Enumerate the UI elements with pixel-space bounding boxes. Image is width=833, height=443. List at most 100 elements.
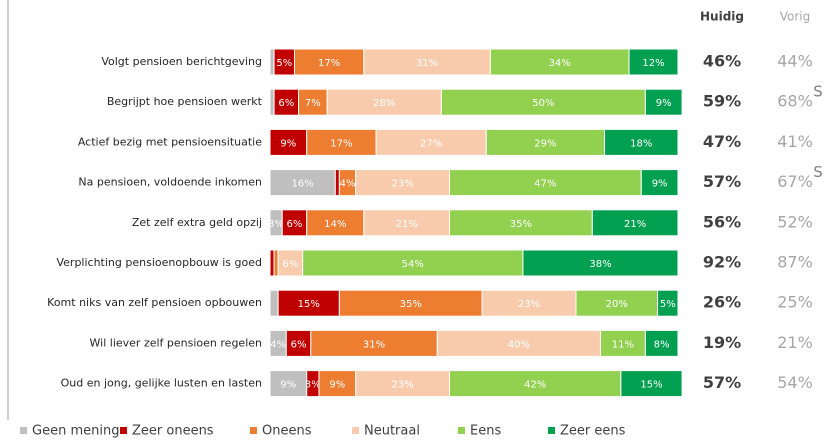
column-header: Huidig: [700, 10, 744, 24]
category-label: Zet zelf extra geld opzij: [132, 216, 262, 229]
bar-segment: [485, 128, 606, 156]
annotation: S: [813, 163, 823, 181]
column-value: 21%: [777, 333, 813, 352]
column-value: 26%: [703, 293, 741, 312]
value-label: 31%: [363, 339, 385, 350]
column-value: 41%: [777, 132, 813, 151]
category-label: Komt niks van zelf pensioen opbouwen: [47, 296, 262, 309]
value-label: 4%: [270, 339, 286, 350]
bar-segment: [273, 249, 279, 277]
value-label: 14%: [324, 219, 346, 230]
value-label: 35%: [400, 299, 422, 310]
bar-segment: [522, 249, 679, 277]
value-label: 38%: [589, 259, 611, 270]
column-value: 87%: [777, 253, 813, 272]
category-label: Na pensioen, voldoende inkomen: [78, 176, 262, 189]
bar-segment: [306, 209, 365, 237]
legend-label: Geen mening: [32, 424, 119, 439]
value-label: 6%: [282, 259, 298, 270]
annotation: S: [813, 83, 823, 101]
legend-swatch: [458, 427, 465, 434]
column-value: 19%: [703, 333, 741, 352]
bar-segment: [375, 128, 487, 156]
value-label: 16%: [292, 179, 314, 190]
column-value: 57%: [703, 373, 741, 392]
value-label: 21%: [396, 219, 418, 230]
legend-swatch: [352, 427, 359, 434]
value-label: 50%: [532, 98, 554, 109]
bar-segment: [363, 48, 491, 76]
bar-segment: [449, 169, 642, 197]
value-label: 47%: [534, 179, 556, 190]
bar-segment: [310, 329, 438, 357]
bar-segment: [604, 128, 679, 156]
bar-segment: [489, 48, 630, 76]
bar-segment: [599, 329, 646, 357]
bar-segment: [591, 209, 679, 237]
value-label: 40%: [508, 339, 530, 350]
value-label: 4%: [340, 179, 356, 190]
bar-segment: [306, 128, 377, 156]
value-label: 34%: [549, 58, 571, 69]
value-label: 21%: [624, 219, 646, 230]
value-label: 9%: [652, 179, 668, 190]
bar-segment: [277, 249, 304, 277]
value-label: 17%: [330, 138, 352, 149]
category-label: Oud en jong, gelijke lusten en lasten: [61, 377, 262, 390]
bar-segment: [269, 289, 279, 317]
legend-label: Zeer eens: [560, 424, 626, 439]
column-value: 57%: [703, 172, 741, 191]
bar-segment: [338, 289, 483, 317]
value-label: 12%: [642, 58, 664, 69]
bar-segment: [269, 88, 275, 116]
bar-segment: [363, 209, 451, 237]
column-value: 54%: [777, 373, 813, 392]
legend-swatch: [250, 427, 257, 434]
value-label: 5%: [660, 299, 676, 310]
column-value: 46%: [703, 52, 741, 71]
value-label: 7%: [305, 98, 321, 109]
bar-segment: [281, 209, 308, 237]
column-value: 92%: [703, 253, 741, 272]
bar-segment: [481, 289, 577, 317]
column-value: 59%: [703, 92, 741, 111]
bar-segment: [355, 370, 451, 398]
bar-segment: [293, 48, 365, 76]
legend-swatch: [120, 427, 127, 434]
column-value: 68%: [777, 92, 813, 111]
value-label: 20%: [606, 299, 628, 310]
value-label: 5%: [276, 58, 292, 69]
value-label: 28%: [373, 98, 395, 109]
legend-label: Neutraal: [364, 424, 420, 439]
column-header: Vorig: [780, 10, 811, 24]
bar-segment: [449, 209, 593, 237]
bar-segment: [277, 289, 340, 317]
value-label: 9%: [656, 98, 672, 109]
bar-segment: [449, 370, 622, 398]
value-label: 8%: [654, 339, 670, 350]
bar-segment: [628, 48, 679, 76]
bar-segment: [298, 88, 328, 116]
value-label: 23%: [518, 299, 540, 310]
legend-label: Eens: [470, 424, 501, 439]
value-label: 6%: [287, 219, 303, 230]
bar-segment: [644, 329, 679, 357]
category-label: Verplichting pensioenopbouw is goed: [56, 256, 262, 269]
category-label: Actief bezig met pensioensituatie: [78, 135, 262, 148]
value-label: 18%: [630, 138, 652, 149]
value-label: 6%: [278, 98, 294, 109]
legend-swatch: [20, 427, 27, 434]
column-value: 56%: [703, 212, 741, 231]
column-value: 67%: [777, 172, 813, 191]
value-label: 6%: [291, 339, 307, 350]
value-label: 9%: [280, 138, 296, 149]
legend-label: Zeer oneens: [132, 424, 214, 439]
value-label: 31%: [416, 58, 438, 69]
value-label: 9%: [280, 380, 296, 391]
value-label: 42%: [524, 380, 546, 391]
bar-segment: [269, 128, 308, 156]
category-label: Begrijpt hoe pensioen werkt: [107, 95, 263, 108]
column-value: 25%: [777, 293, 813, 312]
value-label: 17%: [318, 58, 340, 69]
